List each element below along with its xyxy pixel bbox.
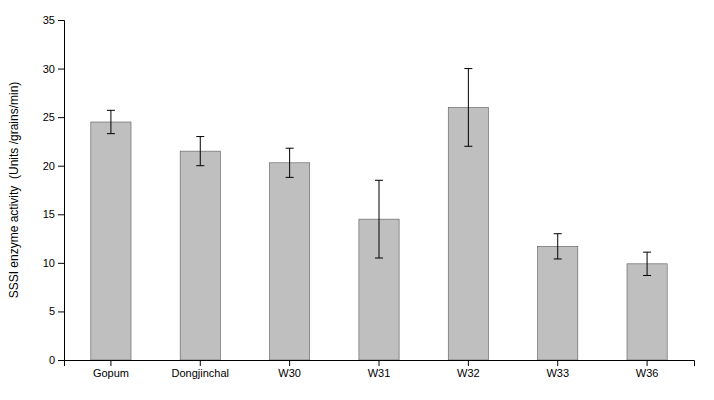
y-tick-mark <box>58 311 64 312</box>
y-tick-mark <box>58 69 64 70</box>
x-tick-label: W36 <box>636 367 659 379</box>
y-tick-label: 15 <box>43 208 55 220</box>
plot-area: Gopum Dongjinchal W30 W31 W32 W33 W36 0 5 10 15 20 2… <box>43 14 695 379</box>
bar <box>270 163 310 360</box>
y-tick-label: 30 <box>43 63 55 75</box>
x-tick: W33 <box>546 360 569 379</box>
y-tick-label: 10 <box>43 257 55 269</box>
error-bar <box>286 148 294 177</box>
y-tick-mark <box>58 166 64 167</box>
x-tick: W31 <box>368 360 391 379</box>
y-axis-title: SSSI enzyme activity (Units /grains/min) <box>7 82 21 299</box>
error-bar <box>554 234 562 259</box>
x-tick: W30 <box>278 360 301 379</box>
y-tick: 20 <box>43 160 64 172</box>
x-tick: W36 <box>636 360 659 379</box>
x-tick-mark <box>110 360 111 366</box>
x-tick-label: W31 <box>368 367 391 379</box>
y-tick: 5 <box>49 305 64 317</box>
bar <box>91 122 131 360</box>
y-tick-mark <box>58 20 64 21</box>
x-tick-mark <box>289 360 290 366</box>
x-tick-label: Dongjinchal <box>172 367 229 379</box>
x-axis: Gopum Dongjinchal W30 W31 W32 W33 W36 <box>65 360 695 379</box>
bar <box>180 151 220 360</box>
y-tick-mark <box>58 214 64 215</box>
y-tick-label: 25 <box>43 111 55 123</box>
y-tick: 25 <box>43 111 64 123</box>
y-tick: 10 <box>43 257 64 269</box>
x-tick: Dongjinchal <box>172 360 229 379</box>
x-tick-label: W30 <box>278 367 301 379</box>
x-tick-mark <box>200 360 201 366</box>
error-bar <box>196 137 204 166</box>
y-tick-label: 5 <box>49 305 55 317</box>
chart-svg: Gopum Dongjinchal W30 W31 W32 W33 W36 0 5 10 15 20 2… <box>0 0 714 400</box>
x-tick-mark <box>379 360 380 366</box>
marks <box>91 69 667 360</box>
error-bar <box>375 180 383 258</box>
y-tick: 15 <box>43 208 64 220</box>
bar <box>627 264 667 360</box>
error-bar <box>107 110 115 133</box>
x-tick-mark <box>647 360 648 366</box>
y-tick-mark <box>58 263 64 264</box>
error-bar <box>643 252 651 275</box>
y-axis: 0 5 10 15 20 25 30 35 <box>43 14 65 366</box>
x-axis-line <box>65 361 695 367</box>
y-tick: 35 <box>43 14 64 26</box>
x-tick-label: W33 <box>546 367 569 379</box>
y-tick-mark <box>58 360 64 361</box>
x-tick-mark <box>468 360 469 366</box>
x-tick: W32 <box>457 360 480 379</box>
y-tick-label: 0 <box>49 354 55 366</box>
y-axis-line <box>58 21 65 361</box>
x-tick-mark <box>557 360 558 366</box>
y-tick-label: 35 <box>43 14 55 26</box>
x-tick-label: Gopum <box>93 367 129 379</box>
chart-container: Gopum Dongjinchal W30 W31 W32 W33 W36 0 5 10 15 20 2… <box>0 0 714 400</box>
error-bar <box>464 69 472 147</box>
y-tick-label: 20 <box>43 160 55 172</box>
y-tick-mark <box>58 117 64 118</box>
x-tick: Gopum <box>93 360 129 379</box>
bar <box>538 246 578 360</box>
x-tick-label: W32 <box>457 367 480 379</box>
y-tick: 0 <box>49 354 64 366</box>
y-tick: 30 <box>43 63 64 75</box>
